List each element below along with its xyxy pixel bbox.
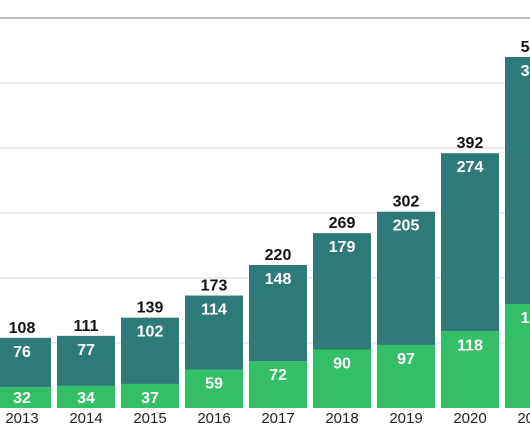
label-upper-2018: 179 xyxy=(329,239,356,256)
x-tick-2013: 2013 xyxy=(5,410,38,427)
x-tick-2021: 2021 xyxy=(517,410,530,427)
label-upper-2020: 274 xyxy=(457,159,484,176)
label-lower-2015: 37 xyxy=(141,390,159,407)
data-labels: 32 76 108 34 77 111 37 102 139 59 114 173 72 148 220 90… xyxy=(9,39,530,407)
label-total-2016: 173 xyxy=(201,278,228,295)
bar-lower-2020 xyxy=(441,331,499,408)
label-lower-2020: 118 xyxy=(457,337,483,354)
x-tick-2017: 2017 xyxy=(261,410,294,427)
x-tick-2015: 2015 xyxy=(133,410,166,427)
label-lower-2014: 34 xyxy=(77,390,95,407)
label-upper-2014: 77 xyxy=(77,342,95,359)
bar-upper-2021 xyxy=(505,57,530,304)
bar-upper-2019 xyxy=(377,211,435,345)
bar-upper-2013 xyxy=(0,337,51,388)
label-upper-2013: 76 xyxy=(13,344,31,361)
bar-lower-2021 xyxy=(505,304,530,408)
label-upper-2019: 205 xyxy=(393,218,420,235)
x-axis-tick-labels: 2013 2014 2015 2016 2017 2018 2019 2020 2021 xyxy=(5,410,530,427)
label-total-2018: 269 xyxy=(329,215,356,232)
label-lower-2013: 32 xyxy=(13,390,31,407)
label-total-2020: 392 xyxy=(457,135,484,152)
bar-upper-2017 xyxy=(249,265,307,362)
label-lower-2019: 97 xyxy=(397,351,415,368)
bar-lower-2014 xyxy=(57,385,115,408)
label-lower-2017: 72 xyxy=(269,367,287,384)
bar-lower-2016 xyxy=(185,369,243,408)
label-total-2017: 220 xyxy=(265,247,292,264)
x-tick-2019: 2019 xyxy=(389,410,422,427)
x-tick-2018: 2018 xyxy=(325,410,358,427)
label-total-2015: 139 xyxy=(137,300,164,317)
label-lower-2018: 90 xyxy=(333,356,351,373)
bar-upper-2014 xyxy=(57,335,115,386)
bar-upper-2018 xyxy=(313,233,371,350)
x-tick-2016: 2016 xyxy=(197,410,230,427)
label-upper-2017: 148 xyxy=(265,271,292,288)
x-tick-2020: 2020 xyxy=(453,410,486,427)
label-total-2021: 540 xyxy=(521,39,530,56)
bar-upper-2020 xyxy=(441,153,499,332)
bar-lower-2017 xyxy=(249,361,307,408)
label-upper-2015: 102 xyxy=(137,324,164,341)
label-total-2014: 111 xyxy=(74,318,99,335)
bars xyxy=(0,57,530,408)
label-lower-2016: 59 xyxy=(205,376,223,393)
label-total-2019: 302 xyxy=(393,194,420,211)
bar-upper-2015 xyxy=(121,317,179,384)
x-tick-2014: 2014 xyxy=(69,410,102,427)
bar-lower-2015 xyxy=(121,383,179,408)
label-upper-2016: 114 xyxy=(201,302,227,319)
label-lower-2021: 160 xyxy=(521,310,530,327)
label-upper-2021: 380 xyxy=(521,63,530,80)
bar-lower-2013 xyxy=(0,387,51,408)
bar-lower-2019 xyxy=(377,344,435,408)
bar-upper-2016 xyxy=(185,295,243,370)
bar-lower-2018 xyxy=(313,349,371,408)
label-total-2013: 108 xyxy=(9,320,36,337)
